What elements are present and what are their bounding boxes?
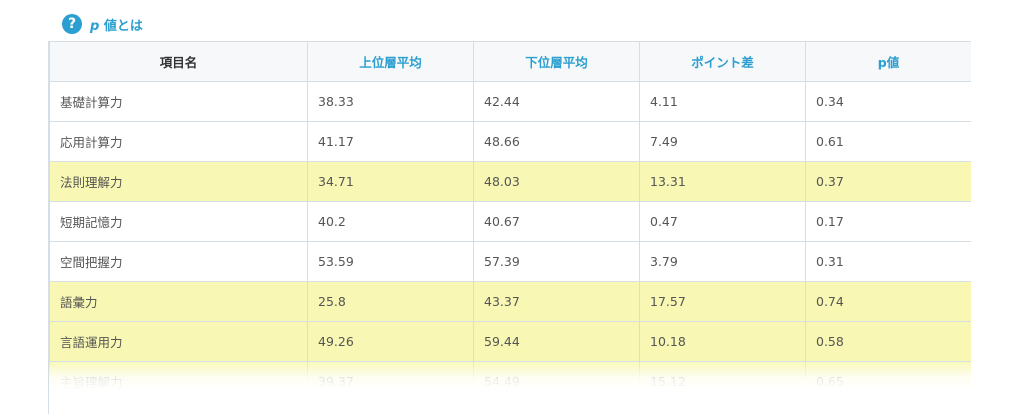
table-row: 言語運用力 49.26 59.44 10.18 0.58 xyxy=(49,321,971,362)
cell-p: 0.58 xyxy=(805,321,971,362)
cell-lower: 43.37 xyxy=(473,281,640,322)
cell-name: 語彙力 xyxy=(49,281,308,322)
cell-lower: 42.44 xyxy=(473,81,640,122)
table-row: 空間把握力 53.59 57.39 3.79 0.31 xyxy=(49,241,971,282)
cell-diff: 10.18 xyxy=(639,321,806,362)
header-point-diff[interactable]: ポイント差 xyxy=(639,41,806,82)
cell-p: 0.74 xyxy=(805,281,971,322)
cell-upper: 49.26 xyxy=(307,321,474,362)
cell-p: 0.17 xyxy=(805,201,971,242)
cell-upper: 41.17 xyxy=(307,121,474,162)
cell-lower: 57.39 xyxy=(473,241,640,282)
question-circle-icon: ? xyxy=(62,14,82,34)
cell-lower: 48.66 xyxy=(473,121,640,162)
cell-diff: 7.49 xyxy=(639,121,806,162)
cell-p: 0.31 xyxy=(805,241,971,282)
table-row: 基礎計算力 38.33 42.44 4.11 0.34 xyxy=(49,81,971,122)
table-row: 短期記憶力 40.2 40.67 0.47 0.17 xyxy=(49,201,971,242)
cell-diff: 13.31 xyxy=(639,161,806,202)
cell-name: 基礎計算力 xyxy=(49,81,308,122)
cell-p: 0.61 xyxy=(805,121,971,162)
cell-upper: 34.71 xyxy=(307,161,474,202)
table-row: 語彙力 25.8 43.37 17.57 0.74 xyxy=(49,281,971,322)
cell-upper: 25.8 xyxy=(307,281,474,322)
results-table-container[interactable]: 項目名 上位層平均 下位層平均 ポイント差 p値 基礎計算力 38.33 42.44… xyxy=(48,41,971,414)
cell-upper: 53.59 xyxy=(307,241,474,282)
cell-name: 短期記憶力 xyxy=(49,201,308,242)
cell-upper: 40.2 xyxy=(307,201,474,242)
scroll-fade xyxy=(49,360,971,414)
cell-diff: 17.57 xyxy=(639,281,806,322)
header-item-name: 項目名 xyxy=(49,41,308,82)
cell-diff: 3.79 xyxy=(639,241,806,282)
cell-name: 言語運用力 xyxy=(49,321,308,362)
header-upper-avg[interactable]: 上位層平均 xyxy=(307,41,474,82)
cell-p: 0.37 xyxy=(805,161,971,202)
cell-lower: 59.44 xyxy=(473,321,640,362)
p-value-help-link[interactable]: ? p 値とは xyxy=(62,14,143,34)
cell-p: 0.34 xyxy=(805,81,971,122)
header-p-value[interactable]: p値 xyxy=(805,41,971,82)
table-row: 応用計算力 41.17 48.66 7.49 0.61 xyxy=(49,121,971,162)
help-label: p 値とは xyxy=(90,18,143,34)
cell-name: 法則理解力 xyxy=(49,161,308,202)
results-table: 項目名 上位層平均 下位層平均 ポイント差 p値 基礎計算力 38.33 42.44… xyxy=(49,41,971,402)
cell-lower: 48.03 xyxy=(473,161,640,202)
table-header: 項目名 上位層平均 下位層平均 ポイント差 p値 xyxy=(49,41,971,82)
cell-diff: 4.11 xyxy=(639,81,806,122)
cell-name: 空間把握力 xyxy=(49,241,308,282)
cell-diff: 0.47 xyxy=(639,201,806,242)
cell-upper: 38.33 xyxy=(307,81,474,122)
table-row: 法則理解力 34.71 48.03 13.31 0.37 xyxy=(49,161,971,202)
cell-lower: 40.67 xyxy=(473,201,640,242)
cell-name: 応用計算力 xyxy=(49,121,308,162)
header-lower-avg[interactable]: 下位層平均 xyxy=(473,41,640,82)
